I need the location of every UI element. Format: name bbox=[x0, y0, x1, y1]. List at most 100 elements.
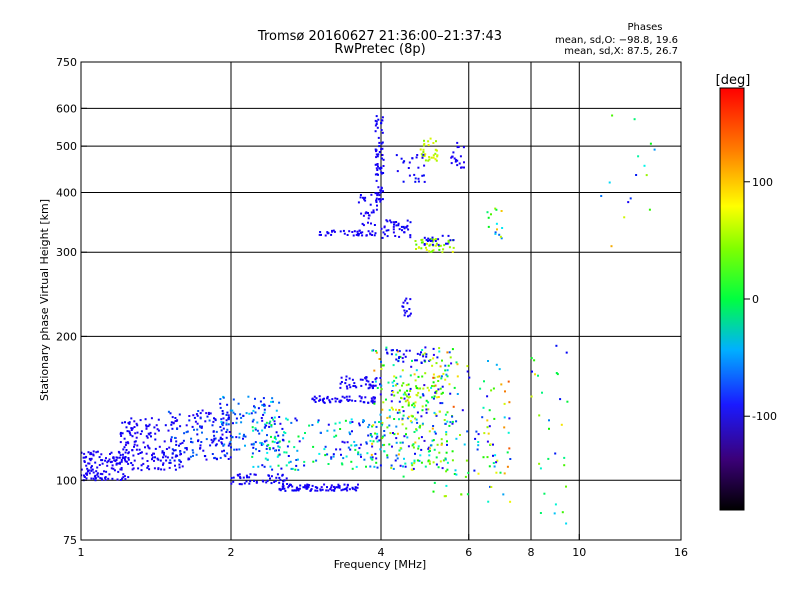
data-point bbox=[386, 454, 389, 457]
data-point bbox=[392, 391, 395, 394]
data-point bbox=[399, 355, 402, 358]
data-point bbox=[439, 244, 442, 247]
data-point bbox=[466, 365, 469, 368]
data-point bbox=[281, 427, 284, 430]
data-point bbox=[275, 409, 278, 412]
data-point bbox=[125, 460, 128, 463]
data-point bbox=[146, 466, 149, 469]
data-point bbox=[418, 246, 420, 249]
data-point bbox=[326, 397, 329, 400]
data-point bbox=[448, 383, 451, 386]
data-point bbox=[245, 474, 248, 477]
data-point bbox=[415, 428, 418, 431]
data-point bbox=[273, 441, 276, 444]
data-point bbox=[185, 447, 188, 449]
data-point bbox=[494, 207, 497, 210]
data-point bbox=[387, 229, 390, 232]
y-tick-label: 600 bbox=[56, 102, 77, 115]
data-point bbox=[409, 374, 412, 377]
data-point bbox=[157, 458, 160, 461]
data-point bbox=[433, 411, 436, 414]
data-point bbox=[438, 245, 441, 248]
data-point bbox=[381, 236, 384, 239]
data-point bbox=[375, 351, 378, 354]
data-point bbox=[133, 443, 136, 446]
data-point bbox=[408, 308, 411, 310]
data-point bbox=[174, 420, 177, 423]
data-point bbox=[328, 400, 331, 403]
data-point bbox=[565, 351, 568, 354]
data-point bbox=[83, 460, 86, 463]
data-point bbox=[501, 227, 504, 229]
data-point bbox=[124, 456, 127, 459]
data-point bbox=[205, 412, 208, 415]
data-point bbox=[191, 425, 194, 428]
data-point bbox=[448, 246, 451, 249]
colorbar-gradient bbox=[719, 87, 745, 511]
data-point bbox=[222, 396, 225, 399]
data-point bbox=[178, 463, 181, 466]
data-point bbox=[457, 146, 460, 148]
data-point bbox=[212, 440, 215, 443]
data-point bbox=[434, 432, 437, 435]
data-point bbox=[432, 397, 435, 400]
data-point bbox=[337, 483, 340, 486]
data-point bbox=[493, 417, 496, 420]
data-point bbox=[359, 443, 362, 446]
data-point bbox=[96, 450, 99, 453]
data-point bbox=[429, 447, 431, 450]
data-point bbox=[381, 116, 384, 119]
data-point bbox=[421, 375, 424, 378]
data-point bbox=[210, 438, 213, 441]
data-point bbox=[278, 401, 281, 404]
data-point bbox=[486, 395, 489, 398]
data-point bbox=[379, 383, 381, 386]
data-point bbox=[223, 454, 226, 457]
data-point bbox=[88, 457, 91, 460]
data-point bbox=[211, 424, 214, 427]
data-point bbox=[360, 396, 363, 399]
data-point bbox=[189, 455, 192, 458]
data-point bbox=[153, 467, 156, 470]
data-point bbox=[156, 428, 159, 431]
data-point bbox=[422, 353, 425, 356]
data-point bbox=[382, 435, 384, 438]
data-point bbox=[140, 469, 143, 472]
data-point bbox=[332, 455, 335, 458]
data-point bbox=[148, 423, 151, 426]
data-point bbox=[334, 487, 336, 490]
data-point bbox=[351, 399, 354, 402]
data-point bbox=[362, 401, 365, 404]
data-point bbox=[375, 123, 378, 125]
data-point bbox=[375, 120, 378, 123]
legend-line-o: mean, sd,O: −98.8, 19.6 bbox=[555, 35, 678, 46]
y-tick-label: 100 bbox=[56, 474, 77, 487]
data-point bbox=[226, 452, 229, 455]
data-point bbox=[407, 403, 410, 406]
data-point bbox=[431, 243, 434, 246]
data-point bbox=[417, 447, 420, 450]
data-point bbox=[424, 352, 427, 355]
data-point bbox=[288, 485, 291, 487]
data-point bbox=[495, 461, 498, 464]
data-point bbox=[405, 297, 408, 300]
data-point bbox=[139, 452, 142, 454]
data-point bbox=[423, 243, 426, 246]
data-point bbox=[330, 457, 333, 460]
data-point bbox=[195, 453, 198, 456]
data-point bbox=[383, 434, 386, 437]
data-point bbox=[370, 397, 373, 400]
data-point bbox=[117, 470, 120, 473]
data-point bbox=[433, 238, 436, 241]
data-point bbox=[81, 468, 83, 471]
data-point bbox=[486, 440, 489, 443]
data-point bbox=[264, 423, 266, 426]
data-point bbox=[196, 428, 199, 431]
data-point bbox=[297, 435, 300, 438]
data-point bbox=[436, 155, 439, 158]
data-point bbox=[251, 426, 254, 429]
data-point bbox=[441, 391, 444, 394]
data-point bbox=[123, 475, 126, 478]
data-point bbox=[100, 477, 103, 480]
data-point bbox=[273, 420, 276, 423]
